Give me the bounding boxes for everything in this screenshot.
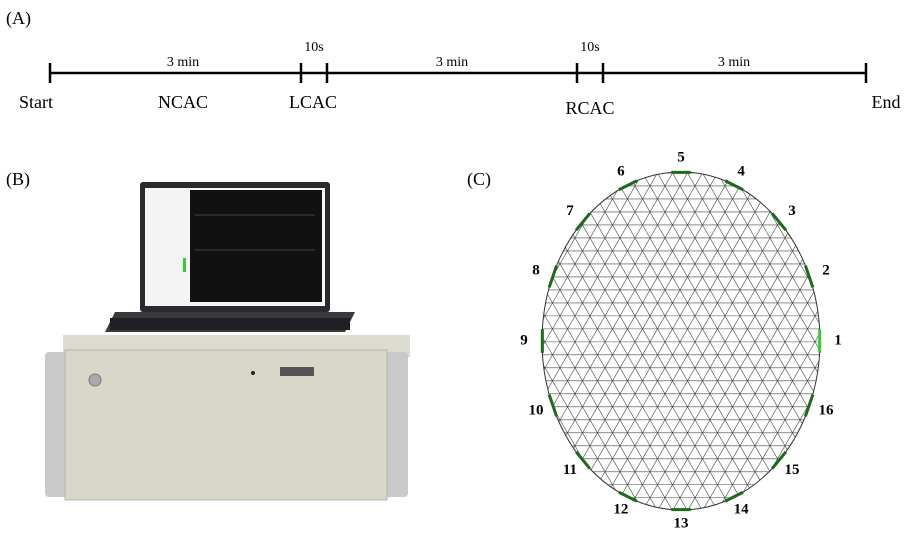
- duration-label: 3 min: [167, 55, 199, 70]
- mesh-edge: [860, 160, 907, 520]
- mesh-edge: [845, 160, 907, 520]
- mesh-edge: [877, 160, 907, 520]
- panel-label: (B): [6, 169, 30, 190]
- event-label: RCAC: [565, 98, 614, 118]
- mesh-edge: [785, 160, 907, 520]
- electrode: [549, 266, 556, 288]
- electrode-label: 4: [737, 163, 745, 179]
- event-label: LCAC: [289, 92, 337, 112]
- mesh-edge: [875, 160, 907, 520]
- mesh-edge: [815, 160, 907, 520]
- electrode-label: 1: [834, 332, 842, 348]
- event-label: Start: [19, 92, 53, 112]
- duration-label: 3 min: [718, 55, 750, 70]
- mesh-edge: [817, 160, 907, 520]
- electrode-label: 15: [785, 462, 800, 478]
- electrode-label: 6: [617, 163, 625, 179]
- electrode-label: 8: [532, 262, 540, 278]
- electrode-label: 10: [528, 402, 543, 418]
- mesh-edge: [832, 160, 907, 520]
- duration-label: 10s: [304, 40, 323, 55]
- mesh-edge: [892, 160, 907, 520]
- panel-label: (C): [467, 169, 491, 190]
- electrode: [725, 181, 743, 190]
- electrode: [725, 492, 743, 501]
- mesh-edge: [380, 160, 588, 520]
- duration-label: 10s: [580, 40, 599, 55]
- electrode-label: 9: [520, 332, 528, 348]
- electrode-label: 11: [563, 462, 577, 478]
- device-photo: [45, 182, 410, 500]
- electrode: [805, 266, 812, 288]
- electrode-label: 14: [734, 502, 750, 518]
- event-label: End: [872, 92, 901, 112]
- electrode: [576, 213, 590, 230]
- mesh-edge: [890, 160, 907, 520]
- electrode-label: 16: [819, 402, 835, 418]
- mesh-edge: [787, 160, 907, 520]
- electrode-label: 3: [788, 203, 796, 219]
- electrode-label: 5: [677, 149, 685, 165]
- electrode: [619, 181, 637, 190]
- electrode-label: 7: [566, 203, 574, 219]
- event-label: NCAC: [158, 92, 208, 112]
- mesh-edge: [455, 160, 663, 520]
- mesh-edge: [710, 160, 907, 520]
- mesh-edge: [697, 160, 905, 520]
- figure: (A) (B) (C) Start NCAC LCAC RCAC End 3 m…: [0, 0, 907, 534]
- mesh-edge: [862, 160, 907, 520]
- electrode: [576, 452, 590, 469]
- mesh-edge: [757, 160, 907, 520]
- mesh-edge: [740, 160, 907, 520]
- mesh-edge: [802, 160, 907, 520]
- mesh-edge: [425, 160, 633, 520]
- electrode-label: 13: [674, 515, 689, 531]
- electrode-label: 2: [822, 262, 830, 278]
- electrode: [549, 395, 556, 417]
- mesh-edge: [755, 160, 907, 520]
- mesh-edge: [847, 160, 907, 520]
- electrode-label: 12: [613, 502, 628, 518]
- panel-label: (A): [6, 8, 31, 29]
- mesh-edge: [440, 160, 648, 520]
- duration-label: 3 min: [436, 55, 468, 70]
